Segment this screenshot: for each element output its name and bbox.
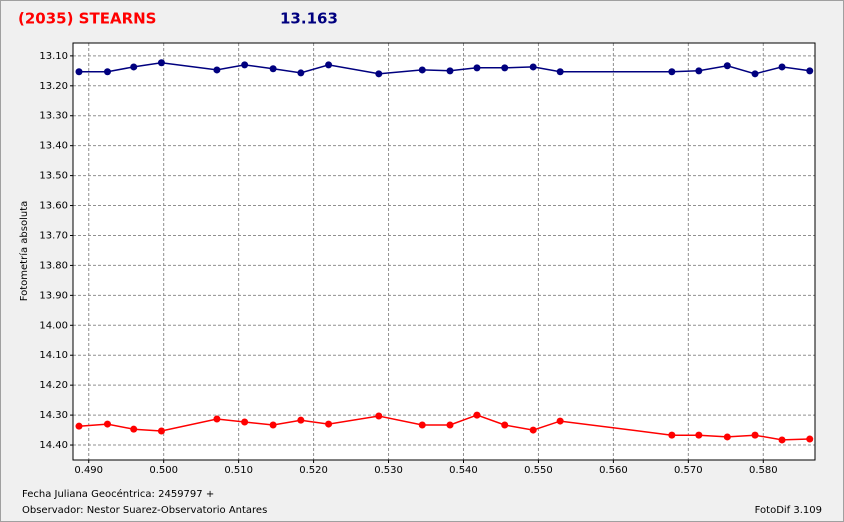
data-point — [130, 63, 138, 71]
y-tick-label: 13.40 — [39, 141, 68, 152]
observer: Observador: Nestor Suarez-Observatorio A… — [22, 505, 267, 516]
data-point — [556, 417, 564, 425]
data-point — [446, 67, 454, 75]
data-point — [695, 67, 703, 75]
data-point — [157, 427, 165, 435]
data-point — [269, 65, 277, 73]
data-point — [130, 425, 138, 433]
data-point — [375, 70, 383, 78]
x-tick-label: 0.490 — [74, 465, 103, 476]
x-tick-label: 0.550 — [524, 465, 553, 476]
y-axis-label: Fotometría absoluta — [18, 201, 30, 302]
data-point — [668, 68, 676, 76]
data-point — [418, 421, 426, 429]
y-tick-label: 14.20 — [39, 380, 68, 391]
plot-frame — [72, 42, 816, 461]
x-tick-label: 0.580 — [749, 465, 778, 476]
data-point — [778, 436, 786, 444]
y-tick-label: 13.20 — [39, 81, 68, 92]
data-point — [723, 62, 731, 70]
data-point — [473, 64, 481, 72]
y-tick-label: 13.60 — [39, 201, 68, 212]
y-tick-label: 13.80 — [39, 260, 68, 271]
y-tick-label: 13.30 — [39, 111, 68, 122]
data-point — [751, 70, 759, 78]
y-tick-label: 14.30 — [39, 410, 68, 421]
x-tick-label: 0.520 — [299, 465, 328, 476]
data-point — [695, 431, 703, 439]
y-tick-label: 13.70 — [39, 230, 68, 241]
data-point — [75, 68, 83, 76]
data-point — [529, 63, 537, 71]
data-point — [375, 412, 383, 420]
x-tick-label: 0.530 — [374, 465, 403, 476]
magnitude: 13.163 — [280, 10, 338, 28]
data-point — [157, 59, 165, 67]
series-line — [78, 414, 810, 441]
data-point — [778, 63, 786, 71]
data-point — [723, 433, 731, 441]
x-tick-label: 0.510 — [224, 465, 253, 476]
x-tick-label: 0.560 — [599, 465, 628, 476]
data-point — [556, 68, 564, 76]
x-axis-label: Fecha Juliana Geocéntrica: 2459797 + — [22, 488, 214, 500]
data-point — [501, 421, 509, 429]
x-tick-label: 0.540 — [449, 465, 478, 476]
data-point — [501, 64, 509, 72]
y-tick-label: 13.90 — [39, 290, 68, 301]
chart-title: (2035) STEARNS — [18, 10, 156, 28]
data-point — [213, 66, 221, 74]
data-point — [103, 68, 111, 76]
y-tick-label: 14.10 — [39, 350, 68, 361]
data-point — [418, 66, 426, 74]
series-line — [79, 62, 810, 75]
data-point — [529, 426, 537, 434]
data-point — [103, 420, 111, 428]
y-tick-label: 13.50 — [39, 171, 68, 182]
data-point — [806, 67, 814, 75]
x-tick-label: 0.570 — [674, 465, 703, 476]
data-point — [446, 421, 454, 429]
y-tick-label: 13.10 — [39, 51, 68, 62]
x-tick-label: 0.500 — [149, 465, 178, 476]
plot-area — [73, 43, 815, 460]
data-point — [325, 61, 333, 69]
data-point — [213, 415, 221, 423]
software: FotoDif 3.109 — [755, 505, 822, 516]
data-point — [473, 411, 481, 419]
y-tick-label: 14.00 — [39, 320, 68, 331]
data-point — [668, 431, 676, 439]
data-point — [269, 421, 277, 429]
data-point — [297, 69, 305, 77]
data-point — [297, 416, 305, 424]
y-tick-label: 14.40 — [39, 440, 68, 451]
data-point — [241, 61, 249, 69]
data-point — [751, 431, 759, 439]
data-point — [806, 435, 814, 443]
data-point — [75, 422, 83, 430]
data-point — [241, 418, 249, 426]
data-point — [325, 420, 333, 428]
